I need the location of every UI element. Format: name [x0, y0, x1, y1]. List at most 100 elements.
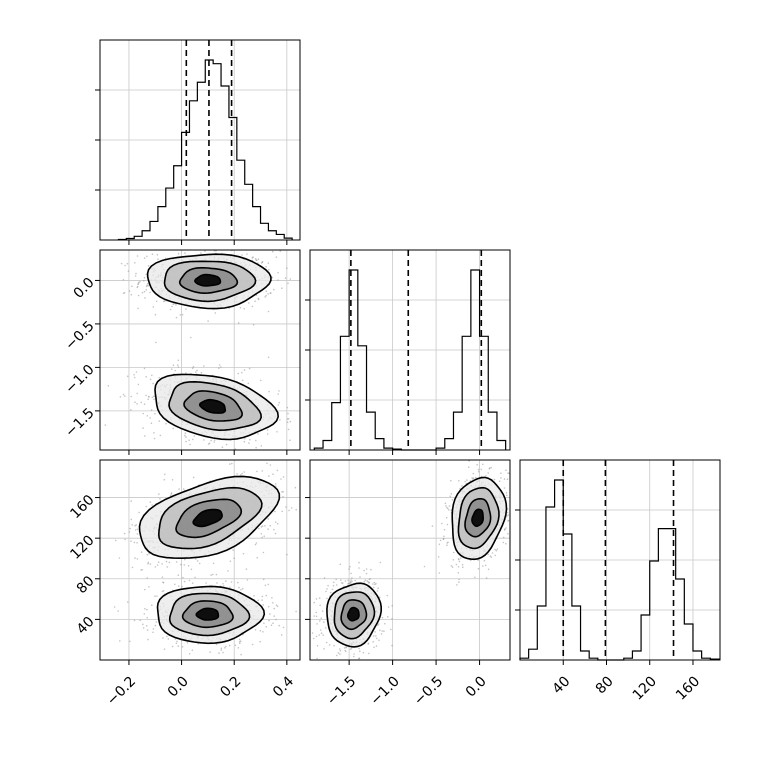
scatter_xz-point: [178, 488, 180, 490]
scatter_yz-point: [378, 623, 380, 625]
scatter_xy-point: [148, 395, 150, 398]
scatter_xz-xtick-label: 0.2: [217, 673, 244, 700]
scatter_xz-point: [263, 622, 265, 625]
scatter_xy-point: [286, 421, 289, 424]
scatter_xz-point: [130, 500, 132, 502]
scatter_yz-point: [363, 581, 366, 583]
scatter_xz-point: [242, 552, 245, 555]
scatter_yz-point: [379, 629, 381, 632]
scatter_yz-point: [522, 496, 524, 498]
scatter_xz-point: [145, 505, 147, 508]
scatter_xz-point: [144, 588, 146, 591]
scatter_xz-point: [134, 529, 137, 531]
scatter_yz-point: [365, 572, 368, 575]
scatter_yz-point: [320, 629, 322, 631]
scatter_xy-point: [255, 259, 258, 262]
scatter_xy-point: [203, 439, 205, 441]
scatter_xy-point: [265, 294, 268, 297]
scatter_xz-point: [267, 518, 270, 520]
scatter_yz-point: [485, 577, 488, 579]
scatter_yz-point: [452, 551, 455, 554]
scatter_yz-point: [461, 485, 463, 487]
scatter_xz-point: [275, 604, 278, 606]
scatter_yz-point: [423, 565, 426, 568]
scatter_xy-point: [185, 440, 187, 443]
scatter_yz-point: [365, 568, 368, 570]
scatter_xz-point: [267, 528, 269, 530]
scatter_xz-point: [161, 563, 163, 565]
scatter_yz-point: [452, 559, 455, 561]
scatter_xz-point: [304, 509, 306, 511]
scatter_yz-point: [351, 577, 353, 579]
scatter_yz-point: [506, 478, 509, 481]
scatter_xy-point: [210, 439, 212, 442]
scatter_xz-point: [240, 589, 242, 591]
scatter_xy-point: [267, 310, 270, 313]
scatter_xy-point: [301, 296, 303, 298]
scatter_yz-point: [326, 588, 328, 590]
scatter_xy-point: [277, 279, 279, 281]
scatter_xy-point: [145, 289, 147, 291]
scatter_xy-point: [169, 308, 172, 311]
scatter_xz-point: [254, 543, 257, 546]
scatter_yz-point: [372, 635, 375, 637]
scatter_yz-point: [318, 597, 321, 599]
scatter_xy-point: [157, 258, 159, 261]
scatter_xy-point: [237, 322, 240, 324]
scatter_xy-point: [249, 438, 251, 441]
scatter_xz-point: [239, 640, 242, 642]
scatter_xz-point: [240, 474, 242, 476]
scatter_xz-point: [195, 558, 197, 560]
scatter_xy-point: [165, 422, 167, 425]
scatter_xz-point: [129, 527, 131, 530]
scatter_yz-point: [489, 555, 492, 557]
scatter_xz-point: [149, 501, 152, 503]
scatter_xy-point: [153, 437, 156, 440]
scatter_yz-point: [339, 563, 342, 566]
scatter_xz-point: [270, 624, 273, 626]
scatter_xz-point: [237, 581, 239, 584]
scatter_xz-point: [162, 590, 165, 592]
scatter_xy-point: [208, 442, 211, 445]
scatter_xz-point: [262, 631, 264, 633]
scatter_xz-point: [261, 536, 263, 539]
scatter_yz-point: [451, 566, 454, 568]
scatter_xz-point: [272, 473, 274, 476]
scatter_yz-point: [373, 581, 376, 584]
scatter_xz-point: [262, 551, 265, 554]
scatter_xz-point: [136, 528, 139, 531]
scatter_xy-point: [278, 390, 280, 392]
scatter_xy-point: [277, 393, 280, 395]
scatter_xy-point: [122, 292, 125, 295]
scatter_xz-point: [265, 594, 268, 597]
scatter_xy-point: [140, 401, 142, 404]
scatter_yz-point: [458, 581, 460, 583]
scatter_xz-point: [281, 510, 284, 513]
scatter_xz-point: [230, 581, 233, 583]
scatter_yz-point: [391, 618, 393, 620]
scatter_xy-point: [135, 272, 137, 275]
scatter_xz-point: [212, 562, 215, 565]
scatter_xz-point: [186, 642, 189, 644]
scatter_xz-point: [158, 493, 160, 495]
scatter_yz-point: [354, 579, 356, 582]
scatter_xy-point: [243, 308, 245, 310]
scatter_yz-xtick-label: 0.0: [463, 673, 490, 700]
scatter_yz-point: [320, 617, 323, 619]
scatter_xz-point: [152, 631, 154, 634]
scatter_yz-point: [328, 644, 331, 646]
scatter_yz-point: [447, 541, 449, 544]
scatter_xy-point: [130, 395, 133, 398]
scatter_yz-point: [472, 478, 474, 480]
scatter_yz-point: [391, 604, 394, 607]
scatter_xz-point: [268, 619, 270, 622]
scatter_xz-point: [238, 586, 240, 589]
scatter_xz-point: [184, 558, 186, 561]
scatter_yz-point: [443, 535, 445, 538]
scatter_xz-point: [166, 566, 169, 568]
scatter_yz-point: [325, 641, 328, 644]
scatter_xz-point: [245, 568, 248, 570]
scatter_yz-point: [381, 630, 384, 632]
scatter_yz-point: [349, 580, 352, 583]
hist_y-frame: [309, 249, 511, 451]
